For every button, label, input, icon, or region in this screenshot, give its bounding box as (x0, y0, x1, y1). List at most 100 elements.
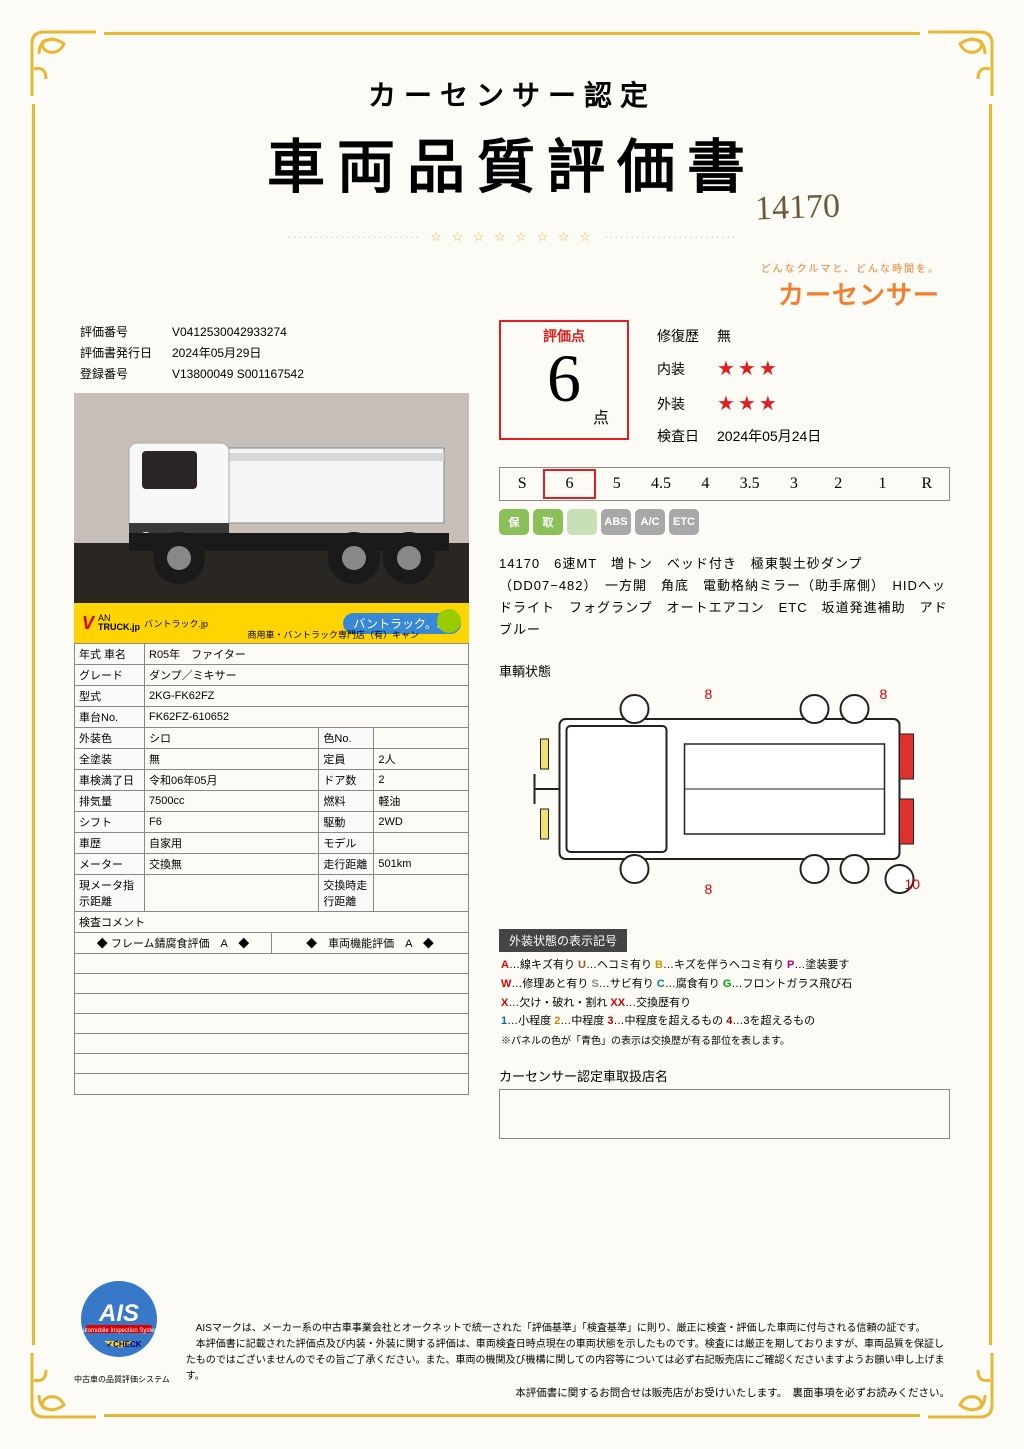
spec-value: 自家用 (145, 833, 319, 854)
spec-value: 2WD (374, 812, 469, 833)
svg-text:8: 8 (705, 881, 713, 897)
score-unit: 点 (593, 404, 609, 428)
diagram-label: 車輌状態 (499, 661, 950, 680)
spec-label: 定員 (319, 749, 374, 770)
issue-date-label: 評価書発行日 (76, 343, 166, 362)
dealer-banner: V ANTRUCK.jp バントラック.jp バントラック。JP 商用車・バント… (74, 603, 469, 643)
spec-value: ダンプ／ミキサー (145, 665, 469, 686)
svg-text:Automobile Inspection System: Automobile Inspection System (79, 1328, 160, 1334)
spec-value (145, 875, 319, 912)
grade-item: 4 (683, 475, 727, 493)
feature-badge: ABS (601, 509, 631, 535)
spec-label: 全塗装 (75, 749, 145, 770)
spec-label: 年式 車名 (75, 644, 145, 665)
spec-label: 現メータ指示距離 (75, 875, 145, 912)
spec-label: 排気量 (75, 791, 145, 812)
reg-no: V13800049 S001167542 (168, 364, 308, 383)
exterior-label: 外装 (649, 387, 707, 420)
svg-text:8: 8 (880, 686, 888, 702)
comment-header: 検査コメント (75, 912, 468, 933)
spec-label: シフト (75, 812, 145, 833)
spec-label: 駆動 (319, 812, 374, 833)
feature-badge: A/C (635, 509, 665, 535)
spec-value: F6 (145, 812, 319, 833)
comment-box: 検査コメント ◆ フレーム錆腐食評価 A ◆ ◆ 車両機能評価 A ◆ (74, 912, 469, 1095)
meta-table: 評価番号V0412530042933274 評価書発行日2024年05月29日 … (74, 320, 310, 385)
score-box: 評価点 6 点 (499, 320, 629, 440)
rating-table: 修復歴無 内装★★★ 外装★★★ 検査日2024年05月24日 (647, 320, 831, 452)
spec-label: 車歴 (75, 833, 145, 854)
spec-value: 2人 (374, 749, 469, 770)
condition-diagram: 88810 (499, 684, 950, 904)
grade-item: 1 (860, 475, 904, 493)
brand-tagline: どんなクルマと、どんな時間を。 (44, 260, 940, 275)
spec-value: 無 (145, 749, 319, 770)
feature-badge (567, 509, 597, 535)
spec-label: 燃料 (319, 791, 374, 812)
grade-item: S (500, 475, 544, 493)
dealer-name-label: カーセンサー認定車取扱店名 (499, 1066, 950, 1085)
spec-label: メーター (75, 854, 145, 875)
spec-value: 2 (374, 770, 469, 791)
ais-badge-sub: 中古車の品質評価システム (74, 1374, 170, 1385)
feature-badge: ETC (669, 509, 699, 535)
grade-item: 6 (543, 469, 595, 499)
feature-badge: 保 (499, 509, 529, 535)
spec-value: 交換無 (145, 854, 319, 875)
spec-value: 2KG-FK62FZ (145, 686, 469, 707)
handwritten-number: 14170 (754, 188, 840, 229)
spec-table: 年式 車名R05年 ファイターグレードダンプ／ミキサー型式2KG-FK62FZ車… (74, 643, 469, 912)
svg-text:AIS: AIS (98, 1300, 139, 1327)
spec-label: 車検満了日 (75, 770, 145, 791)
spec-label: 外装色 (75, 728, 145, 749)
brand-logo: カーセンサー (44, 275, 940, 312)
spec-value: 501km (374, 854, 469, 875)
score-value: 6 (501, 344, 627, 412)
spec-label: 色No. (319, 728, 374, 749)
spec-value: R05年 ファイター (145, 644, 469, 665)
corner-ornament (920, 24, 1000, 104)
dealer-name-field (499, 1089, 950, 1139)
spec-label: 型式 (75, 686, 145, 707)
issue-date: 2024年05月29日 (168, 343, 308, 362)
svg-text:8: 8 (705, 686, 713, 702)
feature-badges: 保取 ABSA/CETC (499, 509, 950, 535)
ais-badge: AIS Automobile Inspection System ✓CHECK … (74, 1279, 170, 1385)
frame-eval: ◆ フレーム錆腐食評価 A ◆ (75, 933, 272, 953)
grade-item: 2 (816, 475, 860, 493)
corner-ornament (24, 24, 104, 104)
spec-value: 軽油 (374, 791, 469, 812)
spec-value (374, 728, 469, 749)
inspect-date: 2024年05月24日 (709, 422, 829, 450)
grade-item: 3.5 (727, 475, 771, 493)
eval-no-label: 評価番号 (76, 322, 166, 341)
spec-label: グレード (75, 665, 145, 686)
grade-strip: S654.543.5321R (499, 467, 950, 501)
grade-item: 3 (772, 475, 816, 493)
spec-value (374, 875, 469, 912)
spec-label: 交換時走行距離 (319, 875, 374, 912)
function-eval: ◆ 車両機能評価 A ◆ (272, 933, 468, 953)
svg-text:✓CHECK: ✓CHECK (106, 1340, 141, 1349)
star-divider: ☆ ☆ ☆ ☆ ☆ ☆ ☆ ☆ (44, 229, 980, 245)
spec-value: 令和06年05月 (145, 770, 319, 791)
inspect-label: 検査日 (649, 422, 707, 450)
exterior-stars: ★★★ (709, 387, 829, 420)
spec-value: 7500cc (145, 791, 319, 812)
interior-label: 内装 (649, 352, 707, 385)
legend-box: 外装状態の表示記号 A…線キズ有り U…ヘコミ有り B…キズを伴うヘコミ有り P… (499, 929, 950, 1054)
spec-value: シロ (145, 728, 319, 749)
vehicle-photo: V ANTRUCK.jp バントラック.jp バントラック。JP 商用車・バント… (74, 393, 469, 643)
interior-stars: ★★★ (709, 352, 829, 385)
grade-item: 4.5 (639, 475, 683, 493)
ais-disclaimer: AISマークは、メーカー系の中古車事業会社とオークネットで統一された「評価基準」… (186, 1321, 950, 1385)
footer-note: 本評価書に関するお問合せは販売店がお受けいたします。 裏面事項を必ずお読みくださ… (515, 1385, 950, 1400)
legend-title: 外装状態の表示記号 (499, 929, 627, 952)
grade-item: 5 (595, 475, 639, 493)
eval-no: V0412530042933274 (168, 322, 308, 341)
spec-label: 車台No. (75, 707, 145, 728)
spec-value: FK62FZ-610652 (145, 707, 469, 728)
feature-badge: 取 (533, 509, 563, 535)
spec-label: 走行距離 (319, 854, 374, 875)
vehicle-description: 14170 6速MT 増トン ベッド付き 極東製土砂ダンプ（DD07−482） … (499, 553, 950, 641)
